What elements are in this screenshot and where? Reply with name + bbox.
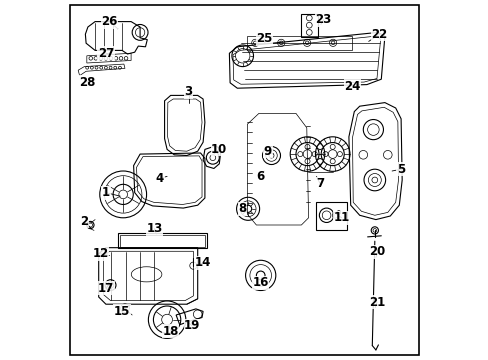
Text: 6: 6 <box>256 170 264 183</box>
Text: 10: 10 <box>211 143 227 156</box>
Text: 20: 20 <box>369 246 385 258</box>
Text: 19: 19 <box>184 319 200 332</box>
Bar <box>301 14 317 37</box>
Text: 5: 5 <box>396 163 405 176</box>
Text: 21: 21 <box>368 296 385 309</box>
Text: 7: 7 <box>315 177 324 190</box>
Text: 8: 8 <box>238 202 246 215</box>
Text: 17: 17 <box>98 282 114 294</box>
Text: 15: 15 <box>114 305 130 318</box>
Text: 2: 2 <box>80 215 88 228</box>
Bar <box>118 233 206 248</box>
Text: 4: 4 <box>156 172 163 185</box>
Text: 13: 13 <box>146 222 163 235</box>
Bar <box>120 235 204 247</box>
Bar <box>247 36 351 50</box>
Text: 9: 9 <box>263 145 271 158</box>
Text: 1: 1 <box>102 186 110 199</box>
Bar <box>316 202 346 230</box>
Text: 25: 25 <box>256 32 272 45</box>
Text: 23: 23 <box>315 13 331 26</box>
Text: 28: 28 <box>79 76 95 89</box>
Text: 12: 12 <box>92 247 108 260</box>
Text: 24: 24 <box>344 80 360 93</box>
Text: 3: 3 <box>184 85 192 98</box>
Text: 18: 18 <box>162 325 179 338</box>
Text: 26: 26 <box>101 15 118 28</box>
Text: 16: 16 <box>252 276 268 289</box>
Text: 11: 11 <box>333 211 349 224</box>
Text: 27: 27 <box>98 47 114 60</box>
Text: 14: 14 <box>195 256 211 269</box>
Text: 22: 22 <box>370 28 387 41</box>
